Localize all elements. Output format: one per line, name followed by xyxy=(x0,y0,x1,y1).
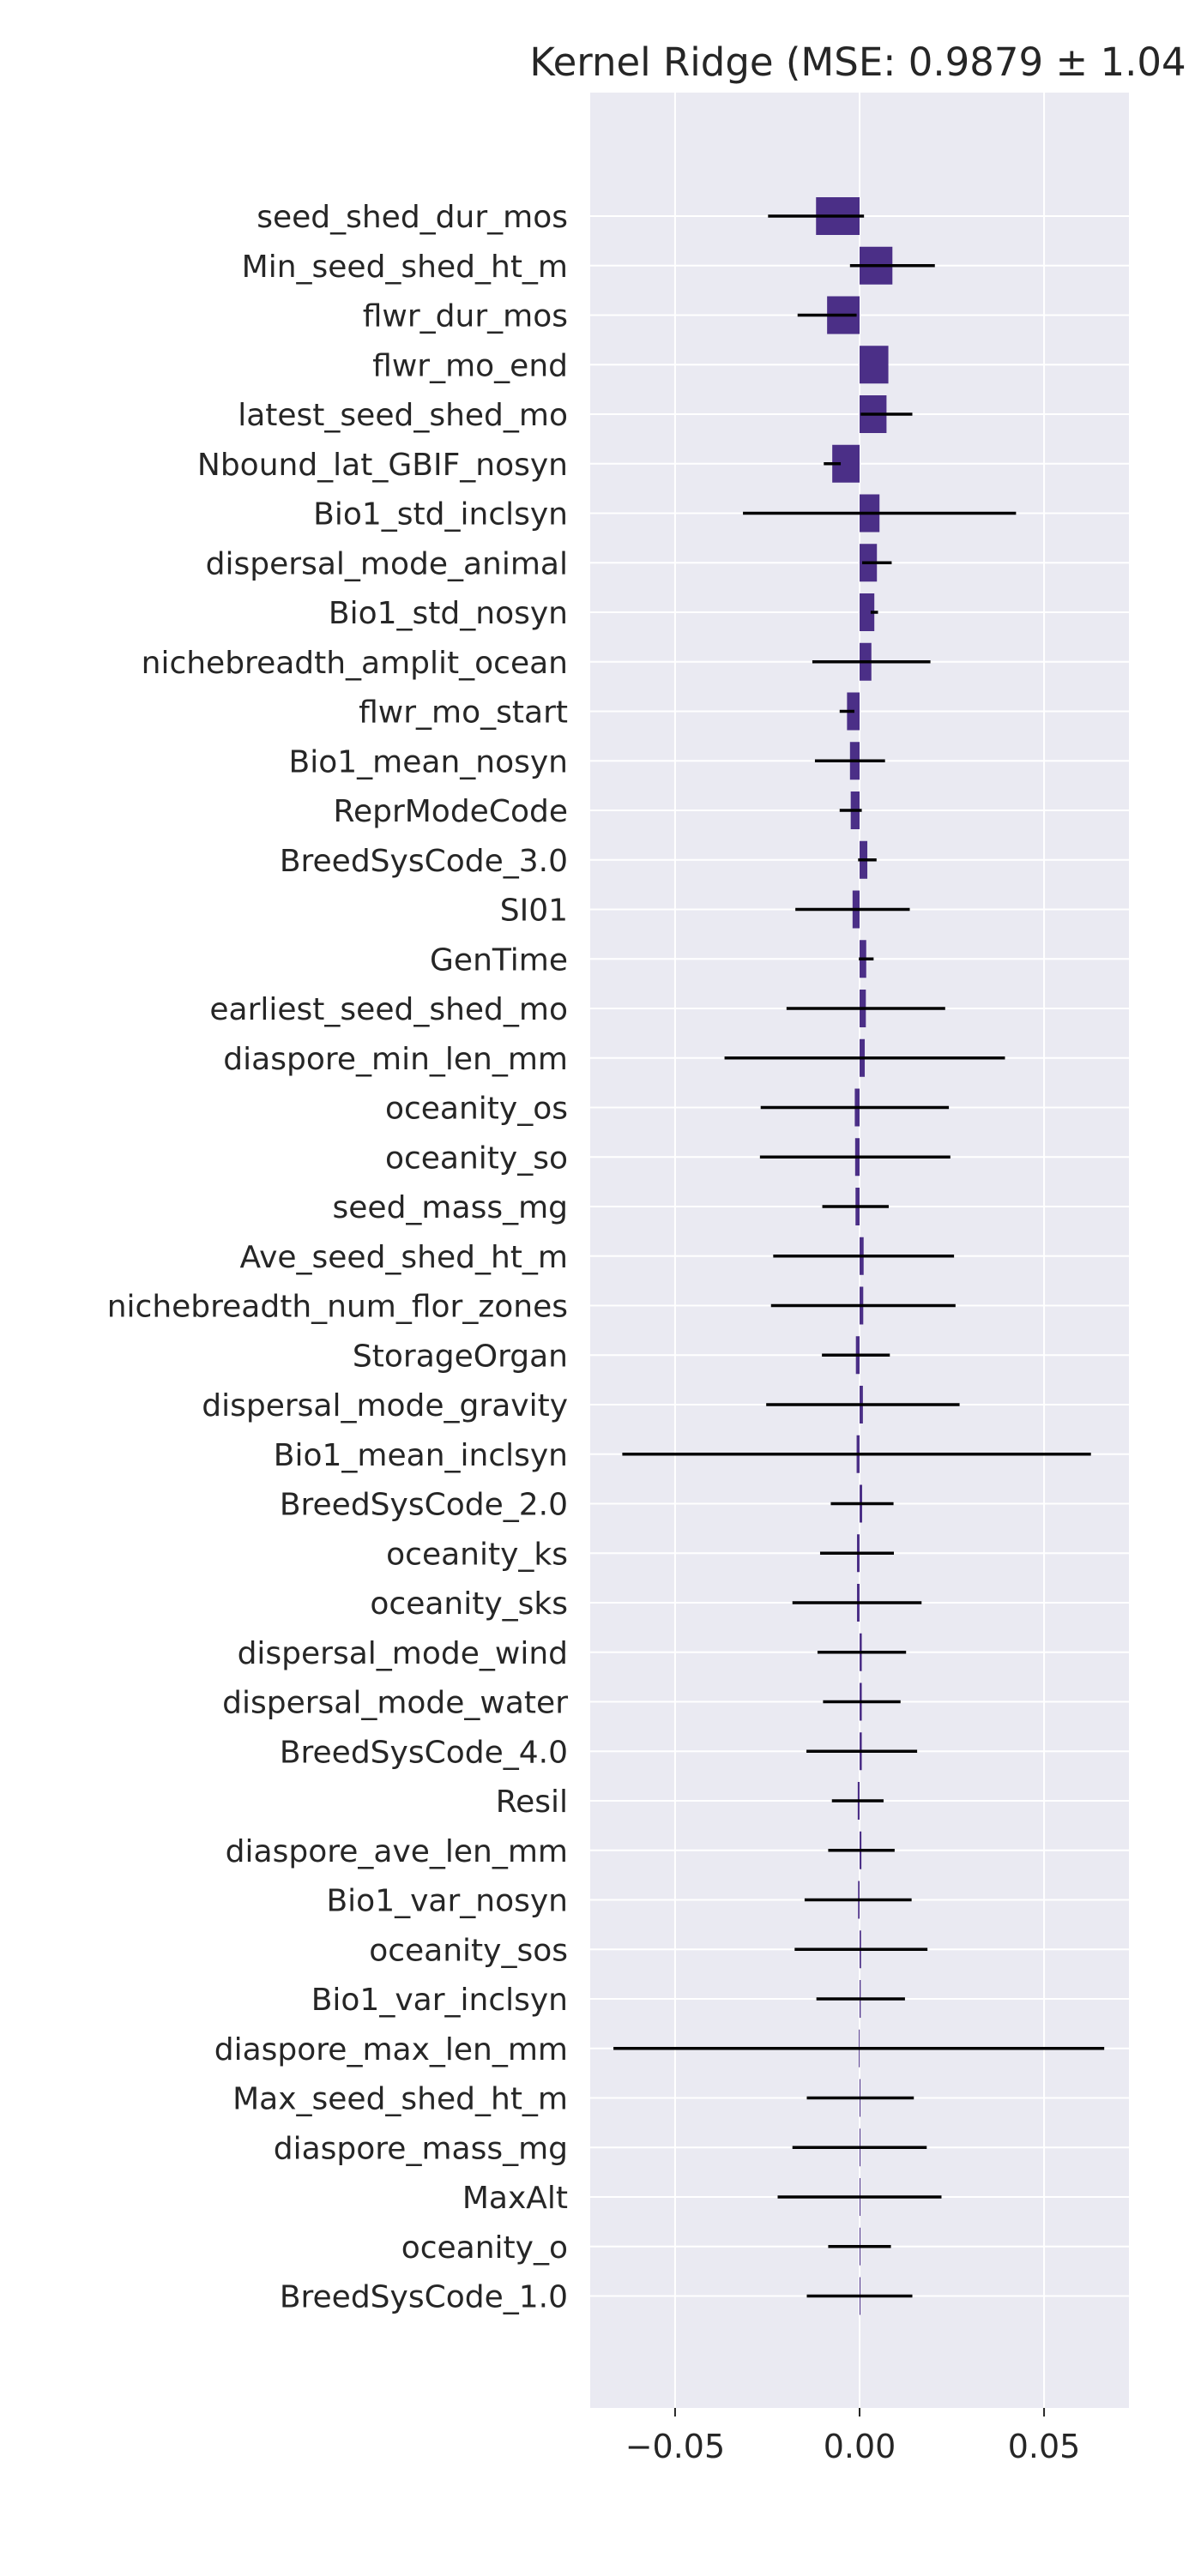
category-label: oceanity_ks xyxy=(386,1537,568,1572)
category-label: earliest_seed_shed_mo xyxy=(209,992,568,1027)
category-label: Bio1_std_nosyn xyxy=(329,596,568,631)
x-tick-label: −0.05 xyxy=(625,2428,725,2465)
category-label: BreedSysCode_3.0 xyxy=(280,844,568,879)
category-label: Bio1_var_inclsyn xyxy=(311,1983,568,2018)
category-label: flwr_dur_mos xyxy=(363,299,568,334)
category-label: dispersal_mode_wind xyxy=(238,1636,568,1671)
category-label: oceanity_sks xyxy=(370,1586,568,1622)
plot-area: seed_shed_dur_mos Min_seed_shed_ht_m flwr_… xyxy=(107,93,1129,2465)
category-label: dispersal_mode_gravity xyxy=(202,1388,568,1423)
category-label: diaspore_ave_len_mm xyxy=(226,1834,568,1869)
category-label: BreedSysCode_4.0 xyxy=(280,1735,568,1770)
category-label: Bio1_std_inclsyn xyxy=(313,497,568,533)
category-label: MaxAlt xyxy=(462,2181,568,2216)
category-label: latest_seed_shed_mo xyxy=(238,398,568,433)
category-label: Min_seed_shed_ht_m xyxy=(242,250,568,285)
x-tick-label: 0.05 xyxy=(1008,2428,1081,2465)
category-label: dispersal_mode_animal xyxy=(206,546,568,581)
category-label: diaspore_max_len_mm xyxy=(214,2032,568,2067)
category-label: diaspore_min_len_mm xyxy=(223,1042,568,1077)
category-label: Bio1_mean_nosyn xyxy=(289,744,568,779)
category-label: diaspore_mass_mg xyxy=(274,2131,568,2166)
category-label: Bio1_mean_inclsyn xyxy=(274,1438,568,1473)
category-label: oceanity_so xyxy=(385,1141,568,1176)
category-label: dispersal_mode_water xyxy=(222,1686,568,1721)
category-label: Nbound_lat_GBIF_nosyn xyxy=(197,448,568,483)
category-label: Max_seed_shed_ht_m xyxy=(232,2082,568,2117)
category-label: seed_mass_mg xyxy=(333,1190,568,1225)
category-label: oceanity_o xyxy=(401,2230,568,2266)
category-label: ReprModeCode xyxy=(334,794,568,829)
category-label: flwr_mo_start xyxy=(359,695,568,731)
category-label: oceanity_sos xyxy=(369,1933,568,1968)
category-label: nichebreadth_num_flor_zones xyxy=(107,1290,568,1325)
category-label: BreedSysCode_2.0 xyxy=(280,1488,568,1523)
chart-title: Kernel Ridge (MSE: 0.9879 ± 1.04 xyxy=(529,39,1186,85)
category-label: Resil xyxy=(496,1785,568,1820)
category-label: seed_shed_dur_mos xyxy=(256,200,568,235)
category-label: BreedSysCode_1.0 xyxy=(280,2280,568,2315)
category-label: nichebreadth_amplit_ocean xyxy=(142,646,568,681)
bar xyxy=(860,593,875,631)
category-label: Ave_seed_shed_ht_m xyxy=(240,1240,568,1275)
category-label: GenTime xyxy=(430,942,568,978)
category-label: SI01 xyxy=(500,894,568,929)
x-tick-label: 0.00 xyxy=(824,2428,896,2465)
category-label: flwr_mo_end xyxy=(372,348,568,383)
bar xyxy=(860,346,889,384)
category-label: StorageOrgan xyxy=(353,1339,568,1374)
category-label: oceanity_os xyxy=(385,1092,568,1127)
category-label: Bio1_var_nosyn xyxy=(326,1884,568,1919)
